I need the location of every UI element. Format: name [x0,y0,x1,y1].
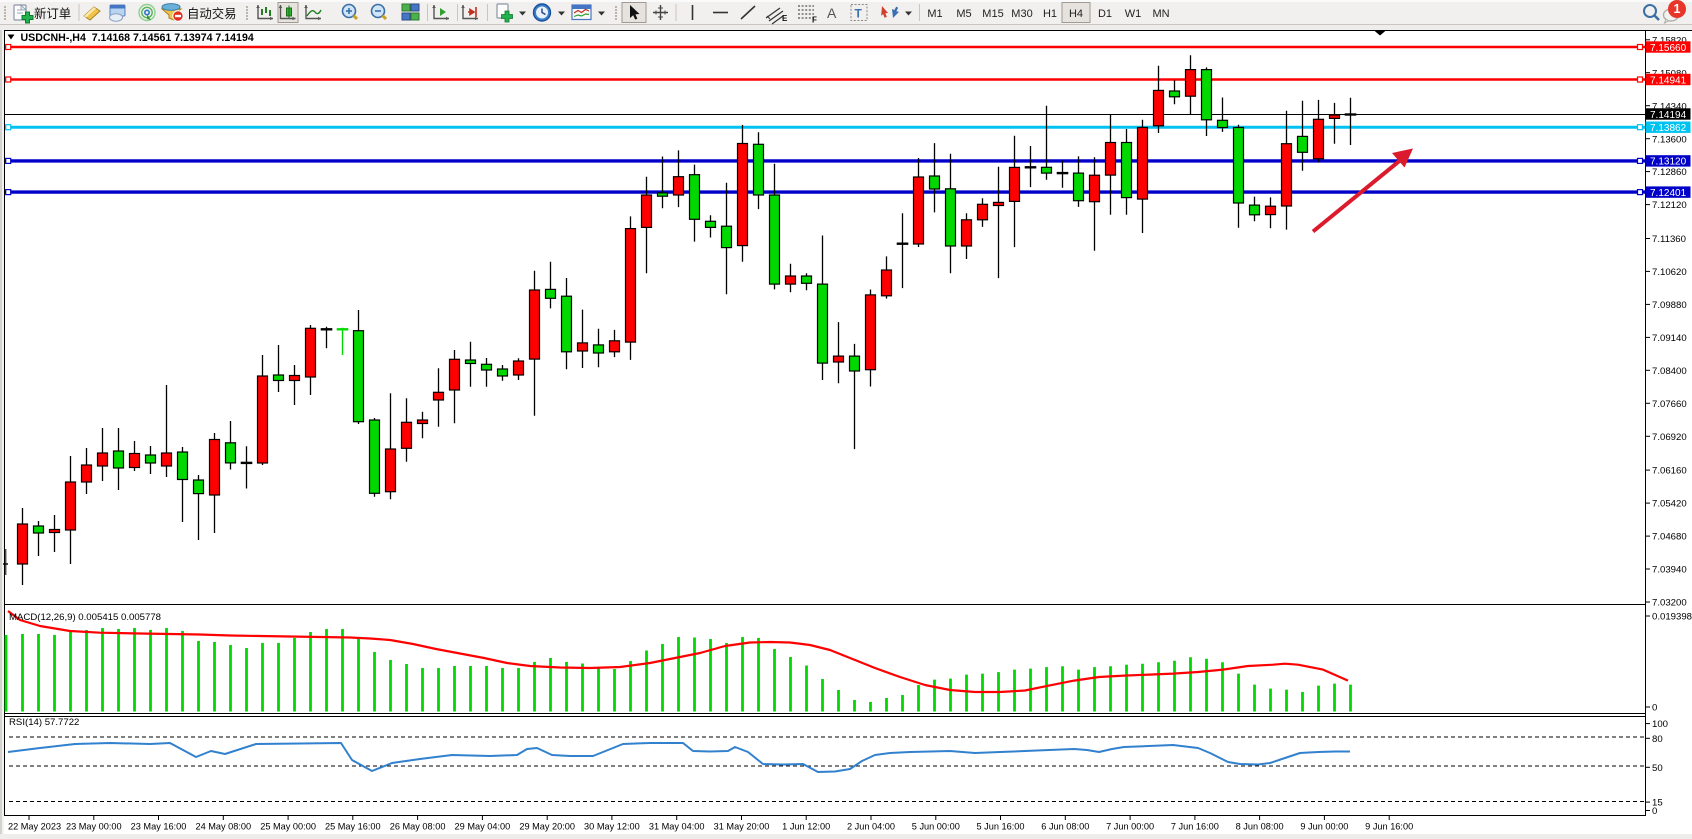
svg-text:H4: H4 [1069,8,1083,20]
svg-text:31 May 04:00: 31 May 04:00 [649,822,705,832]
svg-text:7.14340: 7.14340 [1652,101,1687,112]
svg-text:7.12120: 7.12120 [1652,200,1687,211]
svg-text:7 Jun 16:00: 7 Jun 16:00 [1171,822,1219,832]
svg-text:7.03200: 7.03200 [1652,598,1687,609]
svg-text:25 May 00:00: 25 May 00:00 [260,822,316,832]
svg-text:7.09140: 7.09140 [1652,333,1687,344]
svg-text:H1: H1 [1043,8,1057,20]
svg-text:7.13862: 7.13862 [1650,123,1687,134]
svg-text:E: E [782,14,788,23]
svg-text:23 May 16:00: 23 May 16:00 [131,822,187,832]
svg-text:7 Jun 00:00: 7 Jun 00:00 [1106,822,1154,832]
svg-text:30 May 12:00: 30 May 12:00 [584,822,640,832]
svg-text:24 May 08:00: 24 May 08:00 [195,822,251,832]
svg-text:1: 1 [1674,2,1681,16]
svg-text:31 May 20:00: 31 May 20:00 [714,822,770,832]
svg-text:7.09880: 7.09880 [1652,300,1687,311]
svg-text:50: 50 [1652,763,1663,774]
svg-text:7.05420: 7.05420 [1652,499,1687,510]
svg-text:29 May 04:00: 29 May 04:00 [455,822,511,832]
svg-text:7.10620: 7.10620 [1652,267,1687,278]
svg-text:100: 100 [1652,719,1668,730]
svg-text:9 Jun 16:00: 9 Jun 16:00 [1365,822,1413,832]
svg-text:0.019398: 0.019398 [1652,612,1692,623]
svg-text:7.07660: 7.07660 [1652,399,1687,410]
svg-text:MACD(12,26,9) 0.005415 0.00577: MACD(12,26,9) 0.005415 0.005778 [9,612,161,623]
svg-text:29 May 20:00: 29 May 20:00 [519,822,575,832]
svg-text:A: A [827,5,837,21]
svg-text:F: F [812,16,817,25]
svg-text:0: 0 [1652,806,1657,817]
svg-text:新订单: 新订单 [34,6,71,21]
svg-text:7.06920: 7.06920 [1652,432,1687,443]
svg-text:5 Jun 16:00: 5 Jun 16:00 [976,822,1024,832]
svg-text:1 Jun 12:00: 1 Jun 12:00 [782,822,830,832]
svg-text:26 May 08:00: 26 May 08:00 [390,822,446,832]
svg-text:M30: M30 [1011,8,1032,20]
svg-text:7.12860: 7.12860 [1652,167,1687,178]
svg-text:7.06160: 7.06160 [1652,466,1687,477]
svg-text:D1: D1 [1098,8,1112,20]
svg-text:M15: M15 [982,8,1003,20]
svg-text:7.11360: 7.11360 [1652,234,1686,245]
svg-text:23 May 00:00: 23 May 00:00 [66,822,122,832]
svg-text:7.13120: 7.13120 [1650,157,1687,168]
svg-text:15: 15 [1652,798,1663,809]
svg-text:7.14941: 7.14941 [1650,75,1687,86]
svg-text:8 Jun 08:00: 8 Jun 08:00 [1236,822,1284,832]
svg-text:22 May 2023: 22 May 2023 [8,822,61,832]
svg-text:6 Jun 08:00: 6 Jun 08:00 [1041,822,1089,832]
svg-text:7.13600: 7.13600 [1652,134,1687,145]
svg-text:7.15660: 7.15660 [1650,43,1687,54]
svg-text:W1: W1 [1125,8,1142,20]
svg-text:7.04680: 7.04680 [1652,532,1687,543]
svg-text:2 Jun 04:00: 2 Jun 04:00 [847,822,895,832]
svg-text:5 Jun 00:00: 5 Jun 00:00 [912,822,960,832]
svg-text:M1: M1 [927,8,942,20]
svg-text:USDCNH-,H4 7.14168 7.14561 7.: USDCNH-,H4 7.14168 7.14561 7.13974 7.141… [21,32,254,44]
svg-text:80: 80 [1652,734,1663,745]
svg-text:MN: MN [1152,8,1169,20]
svg-text:RSI(14) 57.7722: RSI(14) 57.7722 [9,717,79,728]
svg-text:7.12401: 7.12401 [1650,188,1687,199]
svg-text:7.08400: 7.08400 [1652,366,1687,377]
svg-text:T: T [855,7,863,21]
svg-text:自动交易: 自动交易 [187,6,237,21]
svg-text:9 Jun 00:00: 9 Jun 00:00 [1300,822,1348,832]
svg-text:7.15820: 7.15820 [1652,35,1687,46]
svg-text:7.03940: 7.03940 [1652,565,1687,576]
svg-text:25 May 16:00: 25 May 16:00 [325,822,381,832]
svg-text:0: 0 [1652,703,1657,714]
svg-text:M5: M5 [956,8,971,20]
svg-text:7.14194: 7.14194 [1650,110,1687,121]
